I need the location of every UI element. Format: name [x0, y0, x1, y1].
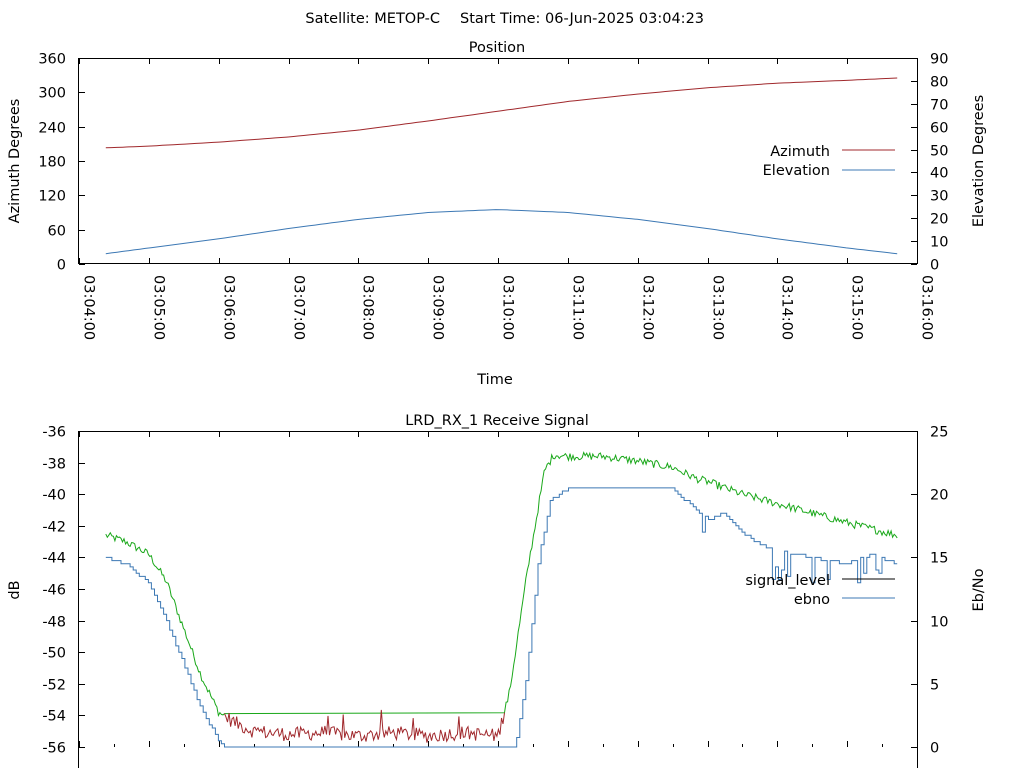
signal-plot-frame [78, 431, 918, 768]
y-tick-label: -42 [42, 520, 66, 536]
x-tick-label: 03:06:00 [221, 275, 237, 340]
y-tick-label: -40 [42, 488, 66, 504]
position-y2-ticks: 0 10 20 30 40 50 60 70 80 90 [911, 52, 948, 274]
y2-tick-label: 20 [930, 212, 948, 228]
y-tick-label: 300 [38, 86, 66, 102]
signal-chart: LRD_RX_1 Receive Signal -56-54-52-50-48-… [7, 413, 987, 768]
legend-label-elevation: Elevation [763, 163, 830, 179]
y-tick-label: -54 [42, 709, 66, 725]
x-tick-label: 03:14:00 [779, 275, 795, 340]
x-tick-label: 03:08:00 [360, 275, 376, 340]
y-tick-label: 120 [38, 189, 66, 205]
y-tick-label: -52 [42, 678, 66, 694]
y-tick-label: -48 [42, 615, 66, 631]
start-time-label: Start Time: 06-Jun-2025 03:04:23 [460, 11, 704, 27]
y2-tick-label: 10 [930, 615, 948, 631]
y2-tick-label: 5 [930, 678, 939, 694]
position-series [105, 77, 898, 255]
position-y-ticks: 0 60 120 180 240 300 360 [38, 52, 85, 274]
legend-label-azimuth: Azimuth [770, 144, 830, 160]
elevation-line [105, 209, 898, 255]
y-tick-label: -36 [42, 425, 66, 441]
signal-level-line-low [224, 709, 505, 743]
y-tick-label: -44 [42, 551, 66, 567]
x-tick-label: 03:10:00 [500, 275, 516, 340]
satellite-label: Satellite: METOP-C [305, 11, 440, 27]
signal-y-axis-label: dB [7, 580, 23, 599]
y2-tick-label: 10 [930, 235, 948, 251]
x-tick-label: 03:09:00 [430, 275, 446, 340]
x-tick-label: 03:13:00 [710, 275, 726, 340]
position-chart: Position 03:04:00 03:05:00 03:06:00 03:07:0… [7, 40, 987, 388]
y2-tick-label: 60 [930, 121, 948, 137]
position-y-axis-label: Azimuth Degrees [7, 99, 23, 224]
x-tick-label: 03:12:00 [640, 275, 656, 340]
position-legend: Azimuth Elevation [763, 144, 895, 179]
signal-title: LRD_RX_1 Receive Signal [405, 413, 589, 429]
y-tick-label: -38 [42, 457, 66, 473]
legend-label-signal-level: signal_level [745, 573, 830, 589]
y2-tick-label: 25 [930, 425, 948, 441]
azimuth-line [105, 77, 898, 149]
x-tick-label: 03:07:00 [291, 275, 307, 340]
y2-tick-label: 0 [930, 741, 939, 757]
position-x-axis-label: Time [476, 372, 513, 388]
x-tick-label: 03:04:00 [81, 275, 97, 340]
y-tick-label: -50 [42, 646, 66, 662]
y-tick-label: 180 [38, 155, 66, 171]
signal-legend: signal_level ebno [745, 573, 895, 608]
y2-tick-label: 0 [930, 258, 939, 274]
position-x-ticks: 03:04:00 03:05:00 03:06:00 03:07:00 03:08:00… [79, 58, 935, 340]
y2-tick-label: 30 [930, 189, 948, 205]
signal-level-line [105, 451, 898, 718]
y2-tick-label: 90 [930, 52, 948, 68]
y2-tick-label: 20 [930, 488, 948, 504]
signal-y2-axis-label: Eb/No [971, 568, 987, 611]
ebno-line [105, 487, 898, 748]
y2-tick-label: 50 [930, 144, 948, 160]
y-tick-label: 60 [48, 224, 66, 240]
y2-tick-label: 40 [930, 166, 948, 182]
y-tick-label: -46 [42, 583, 66, 599]
y2-tick-label: 15 [930, 551, 948, 567]
x-tick-label: 03:05:00 [151, 275, 167, 340]
y-tick-label: 0 [57, 258, 66, 274]
y2-tick-label: 70 [930, 98, 948, 114]
x-tick-label: 03:11:00 [570, 275, 586, 340]
y-tick-label: 240 [38, 121, 66, 137]
signal-y2-ticks: 0 5 10 15 20 25 [911, 425, 948, 757]
y2-tick-label: 80 [930, 75, 948, 91]
x-tick-label: 03:15:00 [849, 275, 865, 340]
signal-y-ticks: -56 -54 -52 -50 -48 -46 -44 -42 -40 -38 -36 [42, 425, 85, 757]
position-y2-axis-label: Elevation Degrees [971, 95, 987, 227]
y-tick-label: 360 [38, 52, 66, 68]
y-tick-label: -56 [42, 741, 66, 757]
signal-x-ticks [79, 431, 918, 747]
signal-series [105, 451, 898, 748]
position-plot-frame [78, 58, 918, 264]
x-tick-label: 03:16:00 [919, 275, 935, 340]
position-title: Position [469, 40, 525, 56]
legend-label-ebno: ebno [794, 592, 830, 608]
